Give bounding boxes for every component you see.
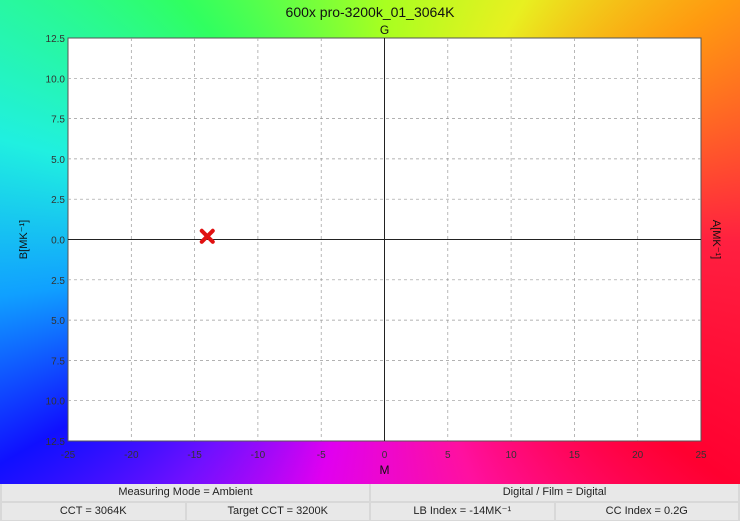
y-tick-label: 5.0 [51, 155, 65, 166]
x-tick-label: -15 [187, 450, 202, 461]
x-tick-label: 5 [445, 450, 451, 461]
x-tick-label: 10 [506, 450, 518, 461]
cc-index: CC Index = 0.2G [555, 503, 738, 520]
x-tick-label: -5 [317, 450, 326, 461]
x-tick-label: 25 [695, 450, 707, 461]
x-tick-label: -10 [251, 450, 266, 461]
x-tick-label: 0 [382, 450, 388, 461]
y-tick-label: 10.0 [46, 397, 66, 408]
x-tick-label: 20 [632, 450, 644, 461]
x-tick-label: -25 [61, 450, 76, 461]
target-cct: Target CCT = 3200K [186, 503, 369, 520]
lb-index: LB Index = -14MK⁻¹ [371, 503, 554, 520]
chart-title: 600x pro-3200k_01_3064K [285, 4, 455, 20]
top-axis-label: G [380, 23, 389, 37]
info-panel: Measuring Mode = Ambient Digital / Film … [0, 484, 740, 521]
chart: -25 -20 -15 -10 -5 0 5 10 15 20 25 12.5 10.0 7.5 5.0 2.… [18, 23, 722, 477]
measuring-mode: Measuring Mode = Ambient [2, 484, 369, 501]
y-tick-label: 7.5 [51, 356, 65, 367]
y-axis-label-left: B[MK⁻¹] [18, 220, 30, 259]
y-tick-label: 10.0 [46, 74, 66, 85]
y-tick-label: 12.5 [46, 437, 66, 448]
y-tick-label: 2.5 [51, 276, 65, 287]
y-tick-label: 0.0 [51, 236, 65, 247]
data-point-marker [199, 228, 215, 244]
digital-film: Digital / Film = Digital [371, 484, 738, 501]
x-axis-label: M [380, 463, 390, 477]
y-axis-label-right: A[MK⁻¹] [710, 220, 722, 259]
y-tick-label: 7.5 [51, 115, 65, 126]
y-tick-label: 12.5 [46, 34, 66, 45]
y-tick-label: 2.5 [51, 195, 65, 206]
x-tick-label: -20 [124, 450, 139, 461]
y-tick-label: 5.0 [51, 316, 65, 327]
cct: CCT = 3064K [2, 503, 185, 520]
x-tick-label: 15 [569, 450, 581, 461]
